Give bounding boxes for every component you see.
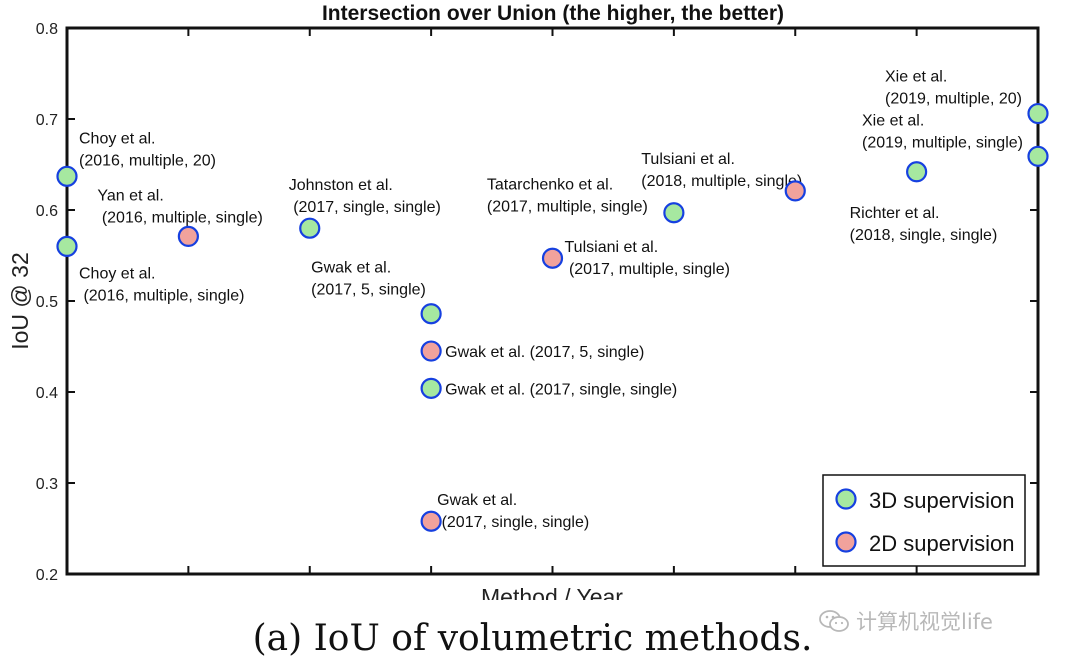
y-axis-ticks: 0.2 0.3 0.4 0.5 0.6 0.7 0.8	[36, 21, 1038, 584]
point-label-line: (2018, single, single)	[850, 227, 998, 244]
point-label: Yan et al. (2016, multiple, single)	[97, 187, 262, 226]
point-label-line: Tulsiani et al.	[565, 239, 659, 256]
y-tick-label: 0.3	[36, 476, 58, 493]
point-label-line: Gwak et al.	[437, 492, 517, 509]
data-points	[56, 102, 1049, 532]
point-label-line: Yan et al.	[97, 187, 163, 204]
watermark: 计算机视觉life	[818, 604, 993, 638]
point-label: Gwak et al. (2017, 5, single)	[311, 260, 426, 299]
point-label-line: (2019, multiple, 20)	[885, 91, 1022, 108]
data-point-3d	[299, 217, 321, 239]
y-tick-label: 0.8	[36, 21, 58, 38]
point-label: Tulsiani et al. (2018, multiple, single)	[641, 151, 802, 190]
x-axis-ticks	[187, 28, 918, 574]
point-label: Tatarchenko et al. (2017, multiple, singl…	[487, 177, 648, 216]
x-axis-label: Method / Year	[481, 584, 623, 600]
point-label-line: Xie et al.	[885, 69, 947, 86]
point-label-line: Choy et al.	[79, 265, 155, 282]
legend-label-2d: 2D supervision	[869, 531, 1015, 556]
y-tick-label: 0.6	[36, 203, 58, 220]
data-point-3d	[420, 303, 442, 325]
point-label: Gwak et al. (2017, single, single)	[445, 381, 677, 398]
data-point-2d	[420, 340, 442, 362]
chart-title: Intersection over Union (the higher, the…	[322, 2, 784, 25]
figure-caption: (a) IoU of volumetric methods.	[252, 618, 813, 659]
y-tick-label: 0.7	[36, 112, 58, 129]
y-tick-label: 0.5	[36, 294, 58, 311]
point-label: Gwak et al. (2017, single, single)	[437, 492, 589, 531]
point-label-line: Johnston et al.	[289, 177, 393, 194]
point-label: Johnston et al. (2017, single, single)	[289, 177, 441, 216]
point-label: Choy et al. (2016, multiple, 20)	[79, 130, 216, 169]
point-label-line: Tatarchenko et al.	[487, 177, 613, 194]
point-label-line: (2017, multiple, single)	[487, 199, 648, 216]
point-labels: Choy et al. (2016, multiple, 20)Choy et a…	[79, 69, 1023, 532]
point-label-line: (2017, single, single)	[437, 514, 589, 531]
point-label-line: (2017, multiple, single)	[565, 261, 730, 278]
y-tick-label: 0.2	[36, 567, 58, 584]
point-label-line: Gwak et al.	[311, 260, 391, 277]
data-point-2d	[420, 510, 442, 532]
iou-scatter-chart: Intersection over Union (the higher, the…	[7, 2, 1049, 600]
data-point-2d	[784, 180, 806, 202]
watermark-text: 计算机视觉life	[856, 610, 993, 634]
wechat-logo-icon	[819, 610, 849, 632]
point-label-line: Tulsiani et al.	[641, 151, 735, 168]
legend-marker-3d	[835, 488, 857, 510]
data-point-3d	[1027, 145, 1049, 167]
y-tick-label: 0.4	[36, 385, 58, 402]
legend-label-3d: 3D supervision	[869, 488, 1015, 513]
point-label-line: Gwak et al. (2017, 5, single)	[445, 344, 644, 361]
point-label: Tulsiani et al. (2017, multiple, single)	[565, 239, 730, 278]
point-label-line: (2018, multiple, single)	[641, 173, 802, 190]
point-label: Richter et al. (2018, single, single)	[850, 205, 998, 244]
point-label-line: Richter et al.	[850, 205, 940, 222]
point-label-line: (2016, multiple, single)	[97, 209, 262, 226]
point-label: Xie et al. (2019, multiple, single)	[862, 112, 1023, 151]
point-label: Gwak et al. (2017, 5, single)	[445, 344, 644, 361]
legend-box	[822, 474, 1026, 567]
point-label-line: Xie et al.	[862, 112, 924, 129]
point-label-line: (2016, multiple, 20)	[79, 152, 216, 169]
data-point-3d	[56, 235, 78, 257]
y-axis-label: IoU @ 32	[7, 252, 33, 350]
point-label: Choy et al. (2016, multiple, single)	[79, 265, 244, 304]
point-label-line: (2017, single, single)	[289, 199, 441, 216]
point-label-line: (2016, multiple, single)	[79, 287, 244, 304]
legend-marker-2d	[835, 531, 857, 553]
data-point-2d	[541, 247, 564, 269]
point-label-line: Choy et al.	[79, 130, 155, 147]
data-point-3d	[1027, 102, 1049, 125]
point-label-line: (2017, 5, single)	[311, 282, 426, 299]
legend: 3D supervision 2D supervision	[822, 474, 1026, 567]
data-point-3d	[906, 161, 928, 183]
data-point-3d	[663, 202, 685, 224]
point-label: Xie et al. (2019, multiple, 20)	[885, 69, 1022, 108]
data-point-3d	[420, 377, 442, 399]
data-point-2d	[177, 225, 199, 247]
data-point-3d	[56, 165, 78, 187]
point-label-line: Gwak et al. (2017, single, single)	[445, 381, 677, 398]
point-label-line: (2019, multiple, single)	[862, 134, 1023, 151]
